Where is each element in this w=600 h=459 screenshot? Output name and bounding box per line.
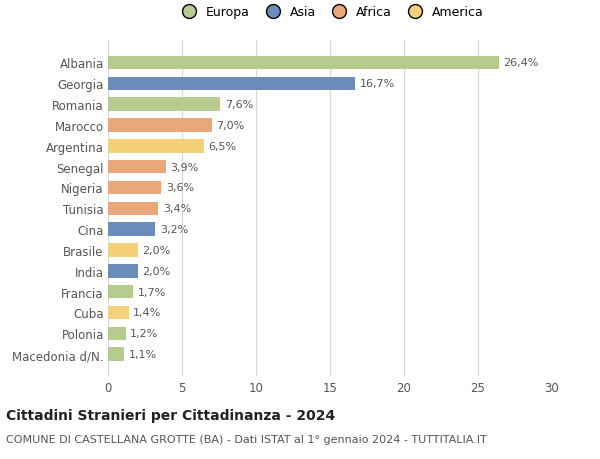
Text: 2,0%: 2,0%	[142, 246, 170, 255]
Bar	[108, 223, 155, 236]
Text: Cittadini Stranieri per Cittadinanza - 2024: Cittadini Stranieri per Cittadinanza - 2…	[6, 409, 335, 422]
Bar	[108, 244, 137, 257]
Text: 6,5%: 6,5%	[209, 141, 237, 151]
Bar	[108, 347, 124, 361]
Bar	[108, 306, 129, 319]
Text: 7,6%: 7,6%	[225, 100, 253, 110]
Bar	[108, 119, 212, 133]
Text: 16,7%: 16,7%	[359, 79, 395, 89]
Text: 2,0%: 2,0%	[142, 266, 170, 276]
Text: 1,4%: 1,4%	[133, 308, 161, 318]
Text: 3,9%: 3,9%	[170, 162, 199, 172]
Bar	[108, 285, 133, 299]
Bar	[108, 264, 137, 278]
Bar	[108, 140, 204, 153]
Text: 1,2%: 1,2%	[130, 329, 158, 339]
Text: 3,4%: 3,4%	[163, 204, 191, 214]
Bar	[108, 98, 220, 112]
Text: 26,4%: 26,4%	[503, 58, 539, 68]
Text: 3,6%: 3,6%	[166, 183, 194, 193]
Text: 7,0%: 7,0%	[216, 121, 244, 131]
Bar	[108, 56, 499, 70]
Legend: Europa, Asia, Africa, America: Europa, Asia, Africa, America	[173, 4, 487, 22]
Text: 1,7%: 1,7%	[137, 287, 166, 297]
Bar	[108, 77, 355, 91]
Bar	[108, 327, 126, 341]
Text: COMUNE DI CASTELLANA GROTTE (BA) - Dati ISTAT al 1° gennaio 2024 - TUTTITALIA.IT: COMUNE DI CASTELLANA GROTTE (BA) - Dati …	[6, 434, 487, 444]
Bar	[108, 161, 166, 174]
Text: 1,1%: 1,1%	[129, 349, 157, 359]
Bar	[108, 181, 161, 195]
Bar	[108, 202, 158, 216]
Text: 3,2%: 3,2%	[160, 224, 188, 235]
